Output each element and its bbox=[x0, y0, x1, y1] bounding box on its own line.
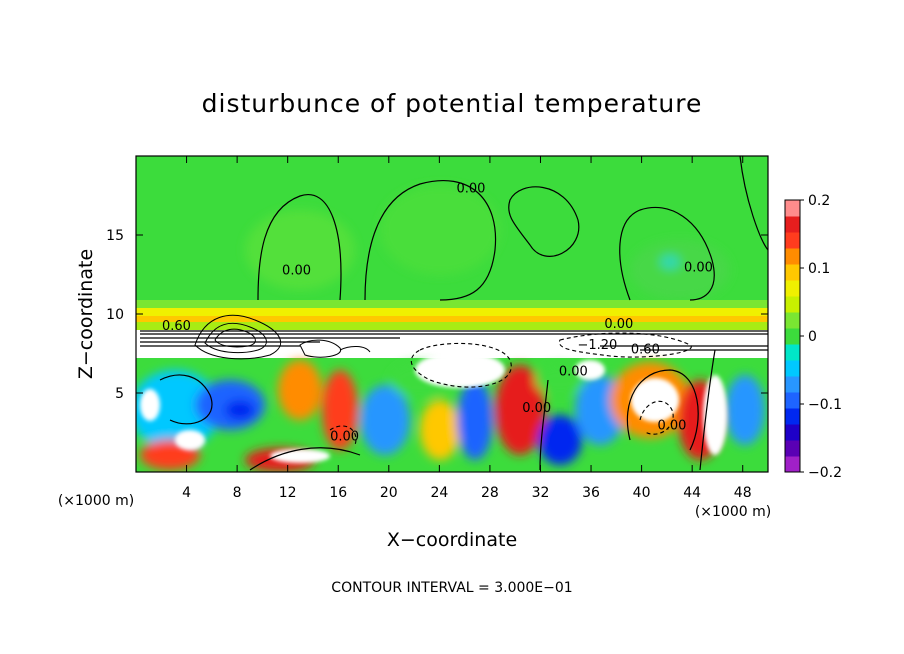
colorbar-swatch bbox=[785, 200, 800, 217]
band-lime bbox=[136, 300, 768, 308]
x-tick-label: 28 bbox=[481, 485, 499, 501]
colorbar-swatches bbox=[785, 200, 800, 473]
colorbar-swatch bbox=[785, 456, 800, 473]
colorbar-swatch bbox=[785, 344, 800, 361]
colorbar: −0.2 −0.1 0 0.1 0.2 bbox=[784, 193, 842, 481]
colorbar-swatch bbox=[785, 392, 800, 409]
x-axis-label: X−coordinate bbox=[387, 529, 517, 551]
contour-label: 0.00 bbox=[604, 317, 633, 332]
x-tick-label: 16 bbox=[329, 485, 347, 501]
contour-label: 0.00 bbox=[330, 429, 359, 444]
x-tick-label: 4 bbox=[182, 485, 191, 501]
x-tick-label: 40 bbox=[633, 485, 651, 501]
colorbar-swatch bbox=[785, 440, 800, 457]
x-tick-label: 12 bbox=[279, 485, 297, 501]
x-axis-unit: (×1000 m) bbox=[695, 504, 771, 520]
contour-label-text: 0.00 bbox=[559, 365, 588, 380]
upper-blobs bbox=[245, 185, 730, 300]
colorbar-swatch bbox=[785, 312, 800, 329]
colorbar-swatch bbox=[785, 328, 800, 345]
colorbar-tick-label: 0.2 bbox=[808, 193, 830, 209]
band-yellow bbox=[136, 308, 768, 316]
contour-label: 0.00 bbox=[282, 264, 311, 279]
contour-label-text: 0.00 bbox=[330, 429, 359, 444]
contour-label: 0.00 bbox=[456, 181, 485, 196]
white-patches bbox=[140, 352, 727, 463]
y-axis: 5 10 15 bbox=[106, 228, 768, 402]
colorbar-swatch bbox=[785, 216, 800, 233]
x-tick-label: 8 bbox=[233, 485, 242, 501]
colorbar-swatch bbox=[785, 264, 800, 281]
colorbar-swatch bbox=[785, 248, 800, 265]
contour-label: 0.60 bbox=[631, 343, 660, 358]
contour-label: 0.00 bbox=[684, 260, 713, 275]
y-tick-label: 15 bbox=[106, 228, 124, 244]
y-axis-unit: (×1000 m) bbox=[58, 493, 134, 509]
colorbar-swatch bbox=[785, 280, 800, 297]
contour-label-text: 0.00 bbox=[657, 418, 686, 433]
x-tick-label: 36 bbox=[582, 485, 600, 501]
contour-label-text: 0.00 bbox=[684, 260, 713, 275]
contour-label: −1.20 bbox=[577, 338, 617, 353]
colorbar-swatch bbox=[785, 232, 800, 249]
y-axis-label: Z−coordinate bbox=[75, 249, 97, 379]
x-tick-label: 48 bbox=[734, 485, 752, 501]
band-lime-2 bbox=[136, 322, 768, 330]
colorbar-swatch bbox=[785, 296, 800, 313]
contour-label-text: 0.00 bbox=[456, 181, 485, 196]
x-tick-label: 44 bbox=[683, 485, 701, 501]
contour-label-text: 0.00 bbox=[522, 401, 551, 416]
contour-cluster bbox=[194, 314, 371, 360]
contour-label-text: 0.60 bbox=[162, 319, 191, 334]
colorbar-ticks: −0.2 −0.1 0 0.1 0.2 bbox=[800, 193, 842, 481]
contour-label-text: 0.00 bbox=[604, 317, 633, 332]
contour-lines bbox=[140, 156, 768, 471]
contour-label: 0.00 bbox=[559, 365, 588, 380]
contour-label: 0.00 bbox=[657, 418, 686, 433]
colorbar-tick-label: 0 bbox=[808, 329, 817, 345]
colorbar-swatch bbox=[785, 408, 800, 425]
contour-interval-note: CONTOUR INTERVAL = 3.000E−01 bbox=[331, 580, 572, 596]
colorbar-tick-label: −0.1 bbox=[808, 397, 842, 413]
contour-labels: 0.00 0.00 0.00 0.60 0.00 −1.20 0.60 0.00 0.00 0.0… bbox=[162, 181, 713, 444]
colorbar-tick-label: −0.2 bbox=[808, 465, 842, 481]
turbulent-blobs bbox=[136, 360, 765, 472]
x-tick-label: 20 bbox=[380, 485, 398, 501]
contour-label-text: −1.20 bbox=[577, 338, 617, 353]
contour-label-text: 0.00 bbox=[282, 264, 311, 279]
contour-label: 0.00 bbox=[522, 401, 551, 416]
x-tick-label: 32 bbox=[532, 485, 550, 501]
x-axis: 4 8 12 16 20 24 28 32 36 40 44 48 bbox=[182, 156, 752, 501]
y-tick-label: 5 bbox=[115, 386, 124, 402]
contour-label-text: 0.60 bbox=[631, 343, 660, 358]
dashed-contours bbox=[329, 332, 692, 446]
chart-title: disturbunce of potential temperature bbox=[202, 89, 703, 118]
colorbar-swatch bbox=[785, 424, 800, 441]
band-orange bbox=[136, 316, 768, 322]
y-tick-label: 10 bbox=[106, 307, 124, 323]
colorbar-tick-label: 0.1 bbox=[808, 261, 830, 277]
colorbar-swatch bbox=[785, 360, 800, 377]
plot-area: 0.00 0.00 0.00 0.60 0.00 −1.20 0.60 0.00 0.00 0.0… bbox=[135, 155, 769, 473]
colorbar-swatch bbox=[785, 376, 800, 393]
x-tick-label: 24 bbox=[430, 485, 448, 501]
contour-label: 0.60 bbox=[162, 319, 191, 334]
